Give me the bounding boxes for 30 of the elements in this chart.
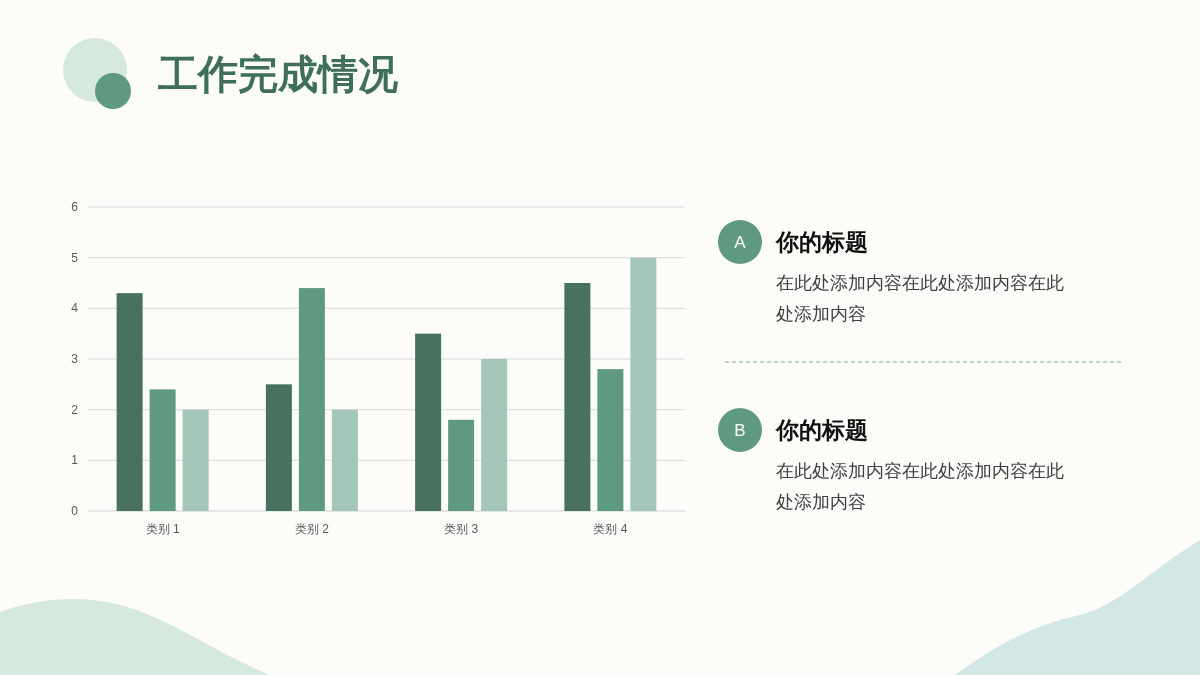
y-tick-label: 6	[71, 200, 79, 214]
y-tick-label: 5	[71, 250, 79, 265]
bar	[481, 359, 508, 511]
y-tick-label: 0	[71, 504, 79, 518]
bar	[182, 409, 209, 511]
bar	[331, 409, 358, 511]
text: B	[734, 421, 746, 440]
bar	[448, 419, 475, 511]
bar	[630, 257, 657, 511]
text: A	[734, 233, 747, 252]
y-tick-label: 4	[71, 301, 79, 316]
text: 在此处添加内容在此处添加内容在此处添加内容	[776, 273, 1064, 324]
y-tick-label: 1	[71, 453, 79, 468]
text: 你的标题	[775, 229, 868, 255]
bar	[415, 333, 442, 511]
bar	[265, 384, 292, 511]
x-tick-label: 类别 3	[444, 522, 479, 536]
bar	[149, 389, 176, 511]
text: 你的标题	[775, 417, 868, 443]
x-tick-label: 类别 1	[145, 522, 180, 536]
chart-title: 工作完成情况	[158, 52, 398, 96]
bar	[116, 293, 143, 511]
text: 在此处添加内容在此处添加内容在此处添加内容	[776, 461, 1064, 512]
x-tick-label: 类别 2	[294, 522, 330, 536]
bar	[597, 369, 624, 511]
bar	[298, 288, 325, 511]
y-tick-label: 3	[71, 352, 79, 366]
y-tick-label: 2	[71, 402, 79, 417]
bar	[564, 283, 591, 511]
x-tick-label: 类别 4	[593, 522, 628, 536]
